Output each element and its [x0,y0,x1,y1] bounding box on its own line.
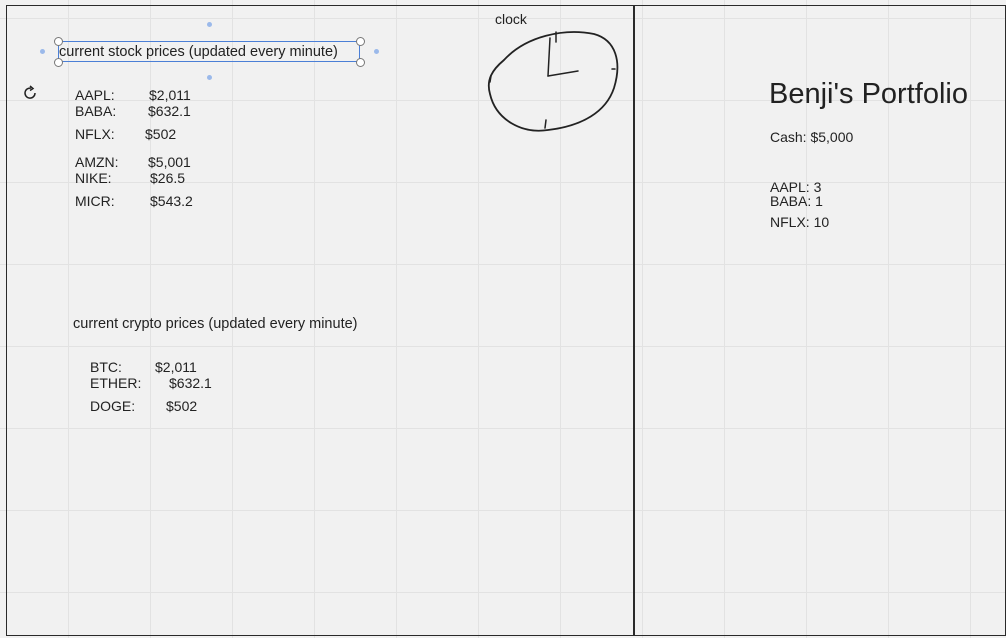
stock-ticker: BABA: [75,103,117,119]
connector-dot-bottom[interactable] [207,75,212,80]
selection-box[interactable] [58,41,360,62]
portfolio-holding: BABA: 1 [770,193,823,209]
left-frame[interactable] [6,5,635,636]
portfolio-cash[interactable]: Cash: $5,000 [770,129,854,145]
portfolio-holding: NFLX: 10 [770,214,830,230]
stock-price: $5,001 [148,154,191,170]
crypto-ticker: DOGE: [90,398,136,414]
stock-price: $632.1 [148,103,191,119]
crypto-price: $2,011 [155,359,197,375]
connector-dot-left[interactable] [40,49,45,54]
crypto-ticker: BTC: [90,359,122,375]
crypto-price: $632.1 [169,375,212,391]
clock-sketch[interactable] [486,28,622,134]
portfolio-holding: AAPL: 3 [770,179,822,195]
stock-ticker: NIKE: [75,170,112,186]
resize-handle-bottom-right[interactable] [356,58,365,67]
stock-heading[interactable]: current stock prices (updated every minu… [59,44,338,60]
rotate-icon[interactable] [22,85,38,101]
stock-price: $26.5 [150,170,186,186]
connector-dot-right[interactable] [374,49,379,54]
resize-handle-top-left[interactable] [54,37,63,46]
stock-price: $2,011 [149,87,191,103]
stock-price: $502 [145,126,177,142]
stock-price: $543.2 [150,193,193,209]
clock-label[interactable]: clock [495,11,527,27]
resize-handle-bottom-left[interactable] [54,58,63,67]
stock-ticker: AAPL: [75,87,115,103]
resize-handle-top-right[interactable] [356,37,365,46]
crypto-price: $502 [166,398,198,414]
stock-ticker: MICR: [75,193,115,209]
crypto-ticker: ETHER: [90,375,142,391]
stock-ticker: NFLX: [75,126,115,142]
connector-dot-top[interactable] [207,22,212,27]
crypto-heading[interactable]: current crypto prices (updated every min… [73,316,358,332]
stock-ticker: AMZN: [75,154,119,170]
portfolio-title[interactable]: Benji's Portfolio [769,78,968,110]
